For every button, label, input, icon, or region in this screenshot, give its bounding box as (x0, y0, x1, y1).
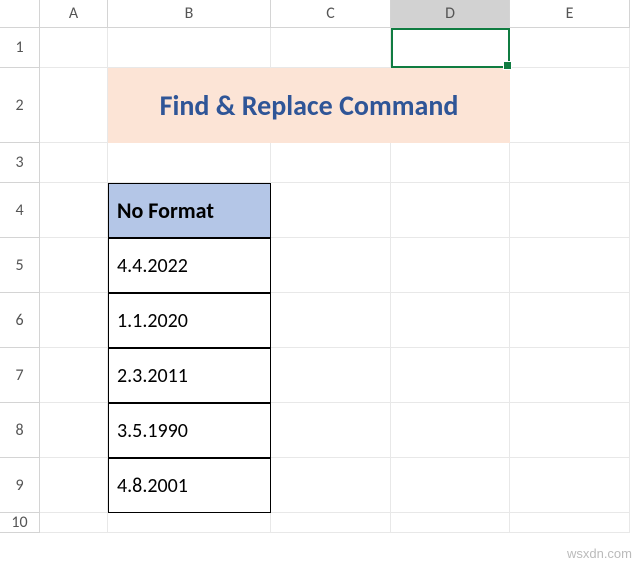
cell-c5[interactable] (271, 238, 391, 293)
cell-b1[interactable] (108, 28, 271, 68)
cell-d3[interactable] (391, 143, 510, 183)
col-header-b[interactable]: B (108, 0, 271, 28)
cell-e3[interactable] (510, 143, 630, 183)
cell-d5[interactable] (391, 238, 510, 293)
row-header-3[interactable]: 3 (0, 143, 40, 183)
col-header-e[interactable]: E (510, 0, 630, 28)
title-merged-cell[interactable]: Find & Replace Command (108, 68, 510, 143)
watermark-text: wsxdn.com (567, 546, 632, 561)
col-header-d[interactable]: D (391, 0, 510, 28)
cell-c9[interactable] (271, 458, 391, 513)
select-all-corner[interactable] (0, 0, 40, 28)
cell-a9[interactable] (40, 458, 108, 513)
cell-c7[interactable] (271, 348, 391, 403)
row-header-2[interactable]: 2 (0, 68, 40, 143)
cell-a10[interactable] (40, 513, 108, 533)
cell-c10[interactable] (271, 513, 391, 533)
cell-e6[interactable] (510, 293, 630, 348)
row-header-7[interactable]: 7 (0, 348, 40, 403)
table-row[interactable]: 4.4.2022 (108, 238, 271, 293)
cell-a4[interactable] (40, 183, 108, 238)
row-header-4[interactable]: 4 (0, 183, 40, 238)
cell-b3[interactable] (108, 143, 271, 183)
cell-d6[interactable] (391, 293, 510, 348)
cell-e2[interactable] (510, 68, 630, 143)
cell-a7[interactable] (40, 348, 108, 403)
cell-c6[interactable] (271, 293, 391, 348)
cell-a2[interactable] (40, 68, 108, 143)
col-header-a[interactable]: A (40, 0, 108, 28)
table-row[interactable]: 2.3.2011 (108, 348, 271, 403)
cell-e10[interactable] (510, 513, 630, 533)
cell-d1-active[interactable] (391, 28, 510, 68)
cell-b10[interactable] (108, 513, 271, 533)
row-header-8[interactable]: 8 (0, 403, 40, 458)
cell-d8[interactable] (391, 403, 510, 458)
row-header-1[interactable]: 1 (0, 28, 40, 68)
cell-d9[interactable] (391, 458, 510, 513)
cell-e5[interactable] (510, 238, 630, 293)
cell-d10[interactable] (391, 513, 510, 533)
row-header-6[interactable]: 6 (0, 293, 40, 348)
cell-a8[interactable] (40, 403, 108, 458)
table-row[interactable]: 4.8.2001 (108, 458, 271, 513)
cell-c1[interactable] (271, 28, 391, 68)
col-header-c[interactable]: C (271, 0, 391, 28)
cell-e8[interactable] (510, 403, 630, 458)
cell-c4[interactable] (271, 183, 391, 238)
cell-a3[interactable] (40, 143, 108, 183)
row-header-9[interactable]: 9 (0, 458, 40, 513)
table-row[interactable]: 1.1.2020 (108, 293, 271, 348)
row-header-5[interactable]: 5 (0, 238, 40, 293)
cell-e9[interactable] (510, 458, 630, 513)
table-row[interactable]: 3.5.1990 (108, 403, 271, 458)
spreadsheet-grid: A B C D E 1 2 Find & Replace Command 3 4… (0, 0, 642, 533)
cell-a1[interactable] (40, 28, 108, 68)
cell-a5[interactable] (40, 238, 108, 293)
cell-e7[interactable] (510, 348, 630, 403)
cell-d7[interactable] (391, 348, 510, 403)
cell-e4[interactable] (510, 183, 630, 238)
cell-c3[interactable] (271, 143, 391, 183)
table-header-cell[interactable]: No Format (108, 183, 271, 238)
cell-d4[interactable] (391, 183, 510, 238)
cell-a6[interactable] (40, 293, 108, 348)
cell-e1[interactable] (510, 28, 630, 68)
title-text: Find & Replace Command (160, 88, 459, 123)
cell-c8[interactable] (271, 403, 391, 458)
row-header-10[interactable]: 10 (0, 513, 40, 533)
